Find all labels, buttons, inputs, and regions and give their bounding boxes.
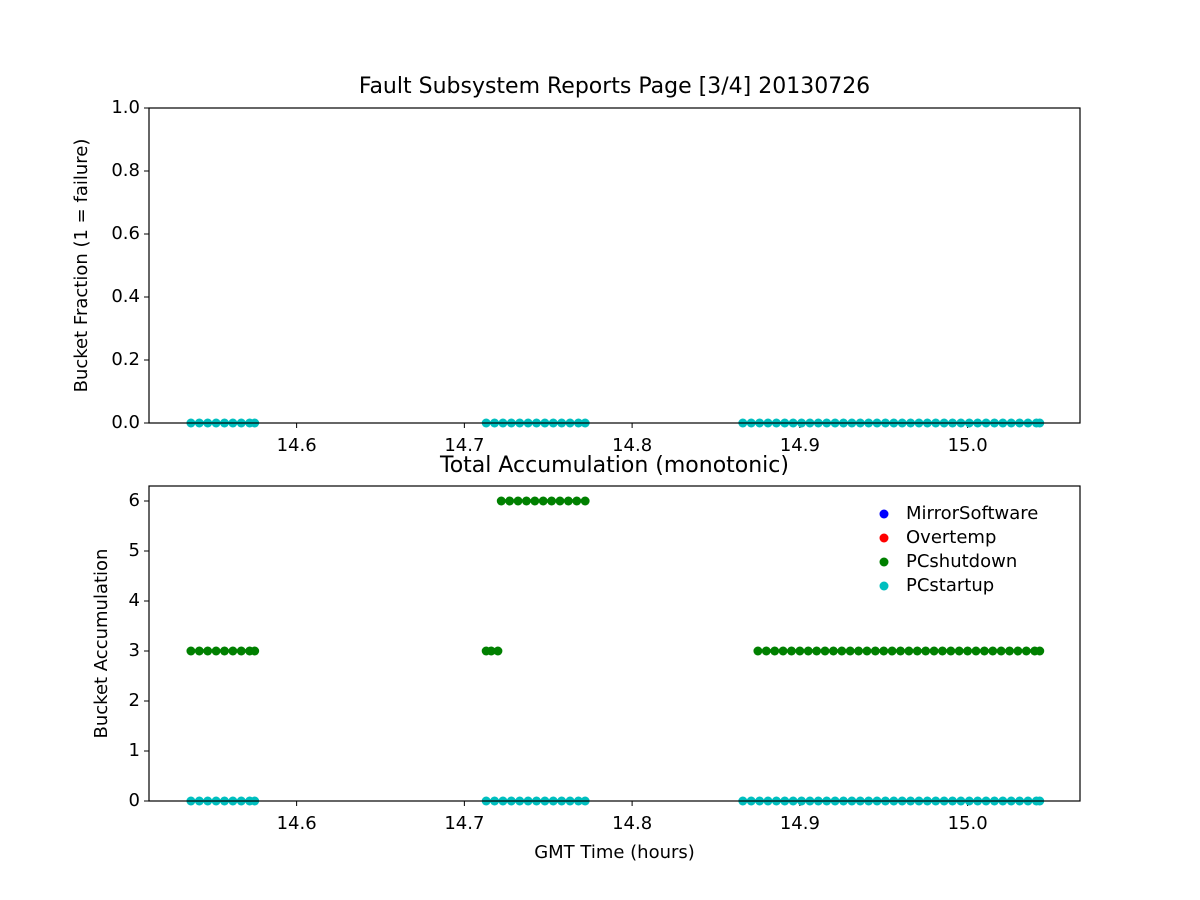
point bbox=[547, 496, 557, 506]
point bbox=[870, 646, 880, 656]
point bbox=[862, 646, 872, 656]
point bbox=[580, 496, 590, 506]
point bbox=[904, 646, 914, 656]
point bbox=[219, 646, 229, 656]
point bbox=[1013, 646, 1023, 656]
x-axis-label: GMT Time (hours) bbox=[534, 842, 695, 863]
x-tick-label: 14.9 bbox=[780, 435, 820, 456]
x-tick-label: 14.9 bbox=[780, 813, 820, 834]
point bbox=[521, 496, 531, 506]
legend-label: MirrorSoftware bbox=[906, 503, 1038, 524]
y-tick-label: 6 bbox=[129, 490, 140, 511]
point bbox=[946, 646, 956, 656]
plot-frame bbox=[148, 107, 1081, 424]
point bbox=[929, 646, 939, 656]
x-tick-label: 15.0 bbox=[948, 813, 988, 834]
point bbox=[563, 496, 573, 506]
point bbox=[753, 646, 763, 656]
legend-label: Overtemp bbox=[906, 527, 996, 548]
y-axis-label: Bucket Fraction (1 = failure) bbox=[71, 139, 92, 393]
point bbox=[854, 646, 864, 656]
y-tick-label: 0.4 bbox=[111, 286, 140, 307]
point bbox=[803, 646, 813, 656]
x-tick-label: 14.6 bbox=[277, 435, 317, 456]
plot-frame bbox=[148, 485, 1081, 802]
point bbox=[828, 646, 838, 656]
x-tick-label: 14.7 bbox=[444, 813, 484, 834]
y-tick-label: 5 bbox=[129, 540, 140, 561]
point bbox=[203, 646, 213, 656]
y-axis-label: Bucket Accumulation bbox=[91, 549, 112, 739]
point bbox=[778, 646, 788, 656]
point bbox=[937, 646, 947, 656]
point bbox=[988, 646, 998, 656]
point bbox=[979, 646, 989, 656]
point bbox=[996, 646, 1006, 656]
point bbox=[971, 646, 981, 656]
point bbox=[530, 496, 540, 506]
point bbox=[496, 496, 506, 506]
x-tick-label: 14.7 bbox=[444, 435, 484, 456]
y-tick-label: 0.2 bbox=[111, 349, 140, 370]
point bbox=[505, 496, 515, 506]
legend-marker bbox=[879, 509, 889, 519]
point bbox=[250, 646, 260, 656]
point bbox=[513, 496, 523, 506]
point bbox=[879, 646, 889, 656]
legend-marker bbox=[879, 581, 889, 591]
y-tick-label: 2 bbox=[129, 690, 140, 711]
point bbox=[761, 646, 771, 656]
point bbox=[493, 646, 503, 656]
point bbox=[572, 496, 582, 506]
point bbox=[1021, 646, 1031, 656]
legend-marker bbox=[879, 533, 889, 543]
point bbox=[186, 646, 196, 656]
y-tick-label: 3 bbox=[129, 640, 140, 661]
chart-title: Total Accumulation (monotonic) bbox=[439, 453, 789, 478]
point bbox=[1005, 646, 1015, 656]
point bbox=[812, 646, 822, 656]
point bbox=[954, 646, 964, 656]
x-tick-label: 14.8 bbox=[612, 435, 652, 456]
point bbox=[211, 646, 221, 656]
point bbox=[912, 646, 922, 656]
point bbox=[770, 646, 780, 656]
point bbox=[837, 646, 847, 656]
legend-label: PCshutdown bbox=[906, 551, 1017, 572]
point bbox=[820, 646, 830, 656]
point bbox=[228, 646, 238, 656]
x-tick-label: 15.0 bbox=[948, 435, 988, 456]
x-tick-label: 14.6 bbox=[277, 813, 317, 834]
y-tick-label: 0.0 bbox=[111, 412, 140, 433]
point bbox=[555, 496, 565, 506]
point bbox=[963, 646, 973, 656]
y-tick-label: 0 bbox=[129, 790, 140, 811]
point bbox=[236, 646, 246, 656]
point bbox=[1035, 646, 1045, 656]
y-tick-label: 0.6 bbox=[111, 223, 140, 244]
point bbox=[896, 646, 906, 656]
legend-marker bbox=[879, 557, 889, 567]
point bbox=[845, 646, 855, 656]
y-tick-label: 1.0 bbox=[111, 97, 140, 118]
y-tick-label: 4 bbox=[129, 590, 140, 611]
point bbox=[786, 646, 796, 656]
point bbox=[887, 646, 897, 656]
legend-label: PCstartup bbox=[906, 575, 994, 596]
chart-title: Fault Subsystem Reports Page [3/4] 20130… bbox=[359, 74, 870, 99]
y-tick-label: 0.8 bbox=[111, 160, 140, 181]
x-tick-label: 14.8 bbox=[612, 813, 652, 834]
y-tick-label: 1 bbox=[129, 740, 140, 761]
point bbox=[538, 496, 548, 506]
point bbox=[921, 646, 931, 656]
point bbox=[486, 646, 496, 656]
point bbox=[194, 646, 204, 656]
point bbox=[795, 646, 805, 656]
